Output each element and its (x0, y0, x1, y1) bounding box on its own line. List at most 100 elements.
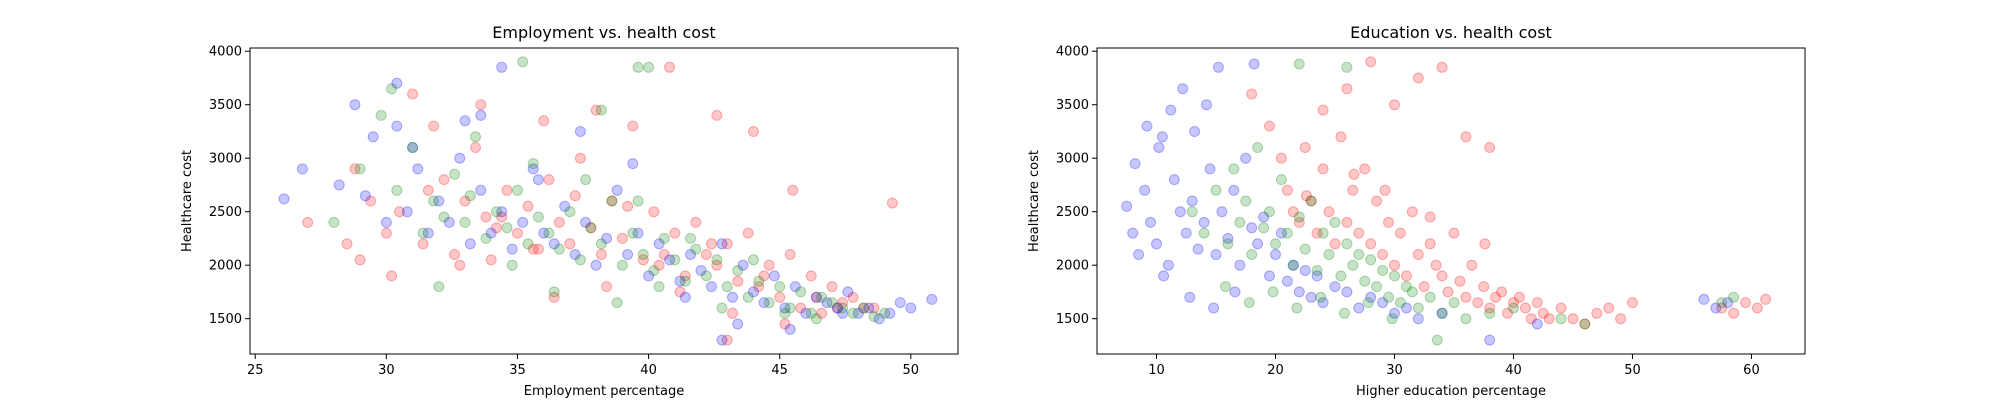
scatter-point (459, 115, 471, 127)
scatter-point (905, 302, 917, 314)
x-tick-label: 40 (640, 363, 657, 378)
scatter-point (758, 270, 770, 282)
x-axis-label: Higher education percentage (1356, 384, 1546, 399)
scatter-point (611, 184, 623, 196)
scatter-point (1293, 58, 1305, 70)
scatter-point (637, 249, 649, 260)
scatter-point (1133, 249, 1145, 260)
scatter-point (1311, 227, 1323, 239)
scatter-point (1716, 297, 1728, 309)
y-tick-label: 3000 (1056, 152, 1089, 167)
scatter-point (1198, 227, 1210, 239)
employment-scatter-panel: Employment vs. health cost 25 30 35 40 45 50 … (180, 23, 959, 399)
scatter-point (653, 259, 665, 271)
scatter-point (1222, 238, 1234, 250)
y-axis-ticks: 1500 2000 2500 3000 3500 4000 (209, 45, 250, 327)
scatter-point (795, 302, 807, 314)
scatter-point (1174, 206, 1186, 218)
scatter-point (616, 232, 628, 244)
scatter-point (391, 120, 403, 132)
scatter-point (1201, 99, 1212, 111)
scatter-point (1531, 297, 1543, 309)
scatter-point (789, 281, 801, 293)
scatter-point (1243, 297, 1255, 309)
scatter-point (1329, 238, 1341, 250)
scatter-point (296, 163, 308, 175)
scatter-point (601, 232, 613, 244)
scatter-point (1204, 163, 1216, 175)
scatter-point (1531, 318, 1543, 330)
scatter-point (879, 307, 891, 319)
y-tick-label: 4000 (1056, 45, 1089, 60)
scatter-point (496, 211, 508, 223)
scatter-point (1299, 142, 1311, 153)
scatter-point (464, 190, 476, 202)
scatter-point (1513, 291, 1525, 303)
scatter-point (1371, 195, 1383, 207)
scatter-point (595, 104, 607, 116)
scatter-point (1212, 61, 1224, 73)
scatter-point (480, 211, 492, 223)
scatter-point (831, 302, 843, 314)
scatter-point (1484, 302, 1496, 314)
scatter-point (1186, 195, 1198, 207)
scatter-point (1186, 206, 1198, 218)
scatter-point (475, 99, 487, 111)
scatter-point (643, 61, 655, 73)
scatter-point (1615, 313, 1627, 325)
scatter-point (1365, 238, 1377, 250)
y-tick-label: 2500 (1056, 205, 1089, 220)
scatter-point (522, 200, 534, 212)
scatter-point (1281, 275, 1293, 287)
scatter-point (784, 323, 796, 335)
scatter-point (1710, 302, 1722, 314)
scatter-point (1436, 270, 1448, 282)
scatter-point (1267, 286, 1279, 298)
x-axis-ticks: 25 30 35 40 45 50 (247, 354, 919, 378)
scatter-point (1299, 243, 1311, 255)
scatter-point (716, 302, 728, 314)
scatter-point (548, 291, 560, 303)
scatter-point (454, 259, 466, 271)
scatter-point (354, 163, 366, 175)
scatter-point (1317, 163, 1329, 175)
scatter-point (449, 168, 460, 180)
scatter-point (1460, 313, 1472, 325)
scatter-point (590, 104, 602, 116)
scatter-point (774, 281, 786, 293)
scatter-point (1394, 227, 1406, 239)
scatter-point (1208, 302, 1220, 314)
scatter-point (1508, 297, 1519, 309)
scatter-point (1716, 302, 1728, 314)
scatter-point (380, 216, 392, 228)
scatter-point (616, 259, 628, 271)
scatter-point (679, 275, 691, 287)
education-scatter-panel: Education vs. health cost 10 20 30 40 50 60 1… (1027, 23, 1806, 399)
scatter-point (1760, 293, 1772, 305)
scatter-point (700, 249, 712, 260)
scatter-point (852, 307, 864, 319)
scatter-point (1460, 131, 1472, 143)
scatter-point (1484, 334, 1496, 346)
scatter-point (407, 88, 419, 100)
scatter-point (1165, 104, 1177, 116)
scatter-point (1722, 297, 1734, 309)
y-axis-ticks: 1500 2000 2500 3000 3500 4000 (1056, 45, 1097, 327)
scatter-point (690, 216, 702, 228)
scatter-point (391, 184, 403, 196)
scatter-point (716, 334, 728, 346)
chart-title: Employment vs. health cost (492, 23, 715, 42)
scatter-point (727, 307, 738, 319)
scatter-point (679, 270, 691, 282)
scatter-point (721, 281, 733, 293)
scatter-point (784, 302, 796, 314)
scatter-point (527, 163, 539, 175)
scatter-point (1525, 313, 1537, 325)
scatter-point (543, 227, 555, 239)
scatter-point (779, 318, 791, 330)
scatter-point (1264, 206, 1275, 218)
scatter-point (627, 158, 639, 170)
scatter-point (732, 318, 744, 330)
scatter-point (480, 232, 492, 244)
